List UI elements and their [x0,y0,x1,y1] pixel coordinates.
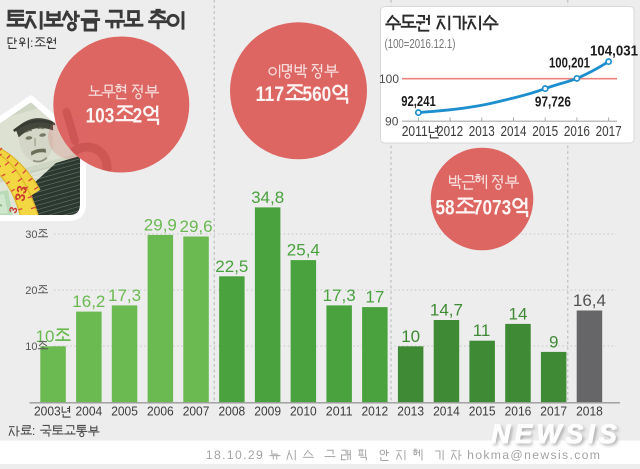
svg-text:7073: 7073 [473,196,511,220]
svg-text:29,9: 29,9 [144,215,177,234]
svg-text:17: 17 [365,288,384,307]
svg-text:10: 10 [25,341,37,353]
svg-text:25,4: 25,4 [287,241,320,260]
svg-text:90: 90 [385,115,399,129]
svg-text:29,6: 29,6 [180,217,213,236]
svg-text:97,726: 97,726 [535,94,571,110]
svg-text:2014: 2014 [501,123,527,140]
svg-text:hokma@newsis.com: hokma@newsis.com [467,448,601,462]
svg-text:NEWSIS: NEWSIS [493,421,623,451]
svg-text:17,3: 17,3 [323,286,356,305]
svg-text:117: 117 [256,82,285,106]
svg-text::: : [30,36,33,50]
svg-text:17,3: 17,3 [108,286,141,305]
svg-text:2006: 2006 [147,404,174,419]
svg-text:2015: 2015 [469,404,496,419]
svg-text:2003: 2003 [34,404,61,419]
svg-text:16,2: 16,2 [72,292,105,311]
svg-text::: : [32,424,36,438]
svg-text:2011: 2011 [402,123,428,140]
svg-text:2017: 2017 [540,404,567,419]
svg-text:2005: 2005 [111,404,138,419]
svg-text:104,031: 104,031 [590,43,638,59]
svg-text:14,7: 14,7 [430,301,463,320]
svg-text:2012: 2012 [362,404,389,419]
svg-text:(100=2016.12.1): (100=2016.12.1) [385,37,456,51]
svg-text:100: 100 [379,72,399,86]
svg-text:30: 30 [25,229,37,241]
svg-text:11: 11 [473,321,491,340]
svg-text:34,8: 34,8 [251,188,284,207]
svg-text:9: 9 [549,332,558,351]
svg-text:3: 3 [7,206,20,215]
svg-text:58: 58 [436,196,455,220]
svg-text:10: 10 [401,327,420,346]
svg-text:2007: 2007 [183,404,210,419]
svg-text:2017: 2017 [596,123,622,140]
svg-text:22,5: 22,5 [215,257,248,276]
svg-text:103: 103 [86,103,115,127]
svg-text:2016: 2016 [564,123,590,140]
svg-text:14: 14 [509,304,528,323]
svg-text:NEWSIS: NEWSIS [491,419,621,449]
svg-text:92,241: 92,241 [401,94,436,110]
svg-text:2012: 2012 [437,123,463,140]
svg-text:18.10.29: 18.10.29 [206,448,264,462]
svg-text:2: 2 [133,103,143,127]
svg-text:560: 560 [303,82,332,106]
svg-text:2008: 2008 [219,404,246,419]
svg-text:2015: 2015 [532,123,558,140]
svg-text:2013: 2013 [469,123,495,140]
svg-text:2013: 2013 [397,404,424,419]
svg-text:2014: 2014 [433,404,460,419]
svg-text:10: 10 [36,327,55,346]
svg-text:20: 20 [25,285,37,297]
svg-text:2010: 2010 [290,404,317,419]
svg-text:2016: 2016 [505,404,532,419]
svg-text:33: 33 [11,184,30,203]
svg-text:16,4: 16,4 [573,291,606,310]
svg-text:100,201: 100,201 [549,56,590,72]
svg-text:2009: 2009 [254,404,281,419]
svg-text:2018: 2018 [576,404,603,419]
svg-text:2011: 2011 [326,404,353,419]
svg-text:2004: 2004 [76,404,103,419]
